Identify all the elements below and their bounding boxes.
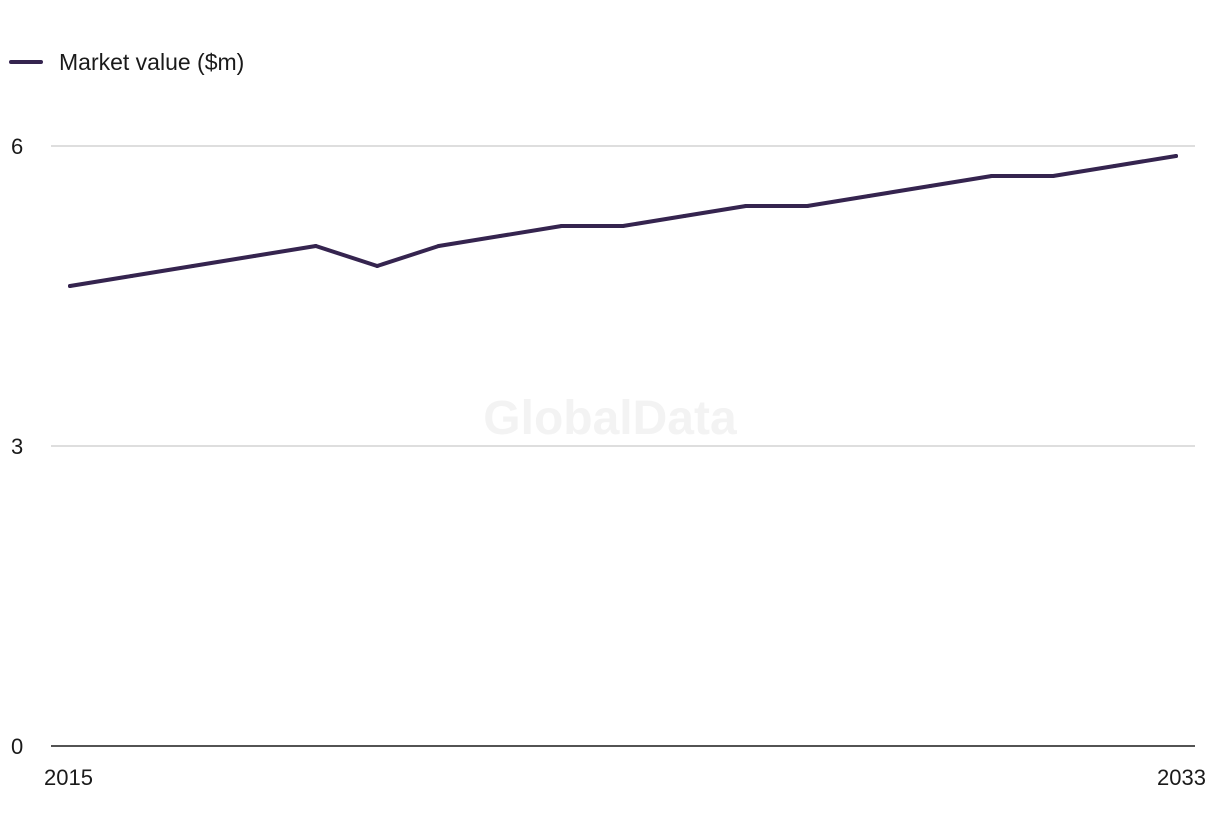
y-axis-ticks: 0 3 6: [11, 134, 23, 759]
y-tick-label: 0: [11, 734, 23, 759]
series-layer: [68, 154, 1178, 288]
x-tick-label: 2033: [1157, 765, 1206, 790]
data-point: [928, 184, 933, 188]
data-point: [989, 174, 994, 178]
data-point: [1174, 154, 1178, 158]
data-point: [129, 274, 134, 278]
data-point: [621, 224, 625, 228]
x-tick-label: 2015: [44, 765, 93, 790]
data-point: [866, 194, 871, 198]
series-line-market-value: [68, 154, 1178, 288]
data-point: [190, 264, 195, 268]
data-point: [498, 234, 503, 238]
watermark: GlobalData: [483, 392, 737, 445]
data-point: [252, 254, 257, 258]
data-point: [743, 204, 748, 208]
data-point: [1051, 174, 1056, 178]
data-point: [559, 224, 564, 228]
legend-label: Market value ($m): [59, 49, 244, 75]
y-tick-label: 3: [11, 434, 23, 459]
data-point: [436, 244, 441, 248]
data-point: [375, 264, 380, 268]
x-axis-ticks: 2015 2033: [44, 765, 1206, 790]
data-point: [313, 244, 318, 248]
data-point: [682, 214, 687, 218]
data-point: [805, 204, 810, 208]
legend: Market value ($m): [9, 49, 244, 75]
data-point: [68, 284, 72, 288]
gridlines: [51, 145, 1195, 447]
y-tick-label: 6: [11, 134, 23, 159]
data-point: [1112, 164, 1117, 168]
